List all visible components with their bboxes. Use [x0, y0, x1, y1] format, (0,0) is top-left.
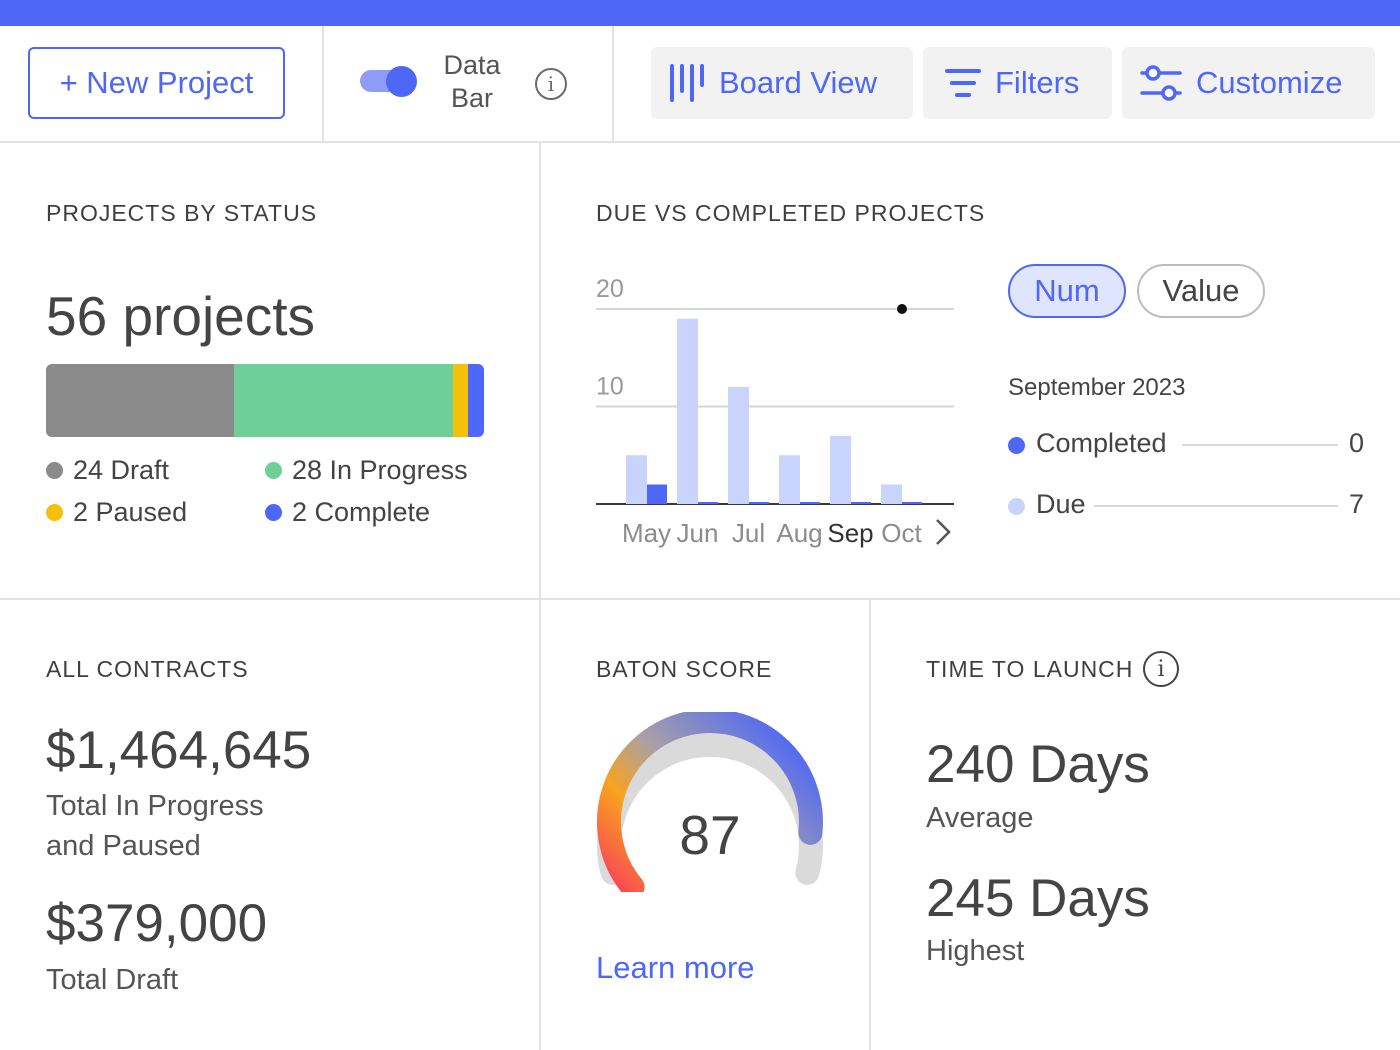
due-bar[interactable]	[881, 484, 902, 505]
toolbar-divider	[612, 26, 614, 141]
due-value: 7	[1348, 489, 1364, 519]
board-view-icon	[670, 64, 704, 102]
data-bar-label-line2: Bar	[450, 83, 494, 113]
completed-bar[interactable]	[647, 484, 667, 505]
due-completed-chart[interactable]: 10 20 May Jun Jul Aug Sep Oct	[590, 260, 970, 560]
y-tick-label: 10	[596, 373, 624, 401]
info-icon[interactable]: i	[535, 68, 567, 100]
x-tick-label: Jul	[732, 518, 765, 548]
legend-draft: 24 Draft	[46, 455, 169, 486]
due-vs-completed-title: DUE VS COMPLETED PROJECTS	[596, 200, 986, 226]
launch-highest-value: 245 Days	[926, 869, 1150, 928]
desc-line: Total In Progress	[46, 790, 264, 822]
customize-label: Customize	[1196, 65, 1343, 100]
panel-divider	[539, 143, 541, 1050]
info-icon[interactable]: i	[1143, 651, 1179, 687]
desc-line: and Paused	[46, 830, 201, 862]
baton-score-value: 87	[679, 804, 740, 866]
toolbar-divider	[322, 26, 324, 141]
leader-line	[1182, 444, 1338, 446]
contracts-amount-draft: $379,000	[46, 894, 268, 953]
panel-divider	[0, 598, 1400, 600]
legend-in-progress: 28 In Progress	[265, 455, 468, 486]
launch-highest-label: Highest	[926, 935, 1025, 967]
completed-row: Completed 0	[1008, 428, 1368, 462]
hover-marker	[897, 304, 907, 314]
contracts-desc-draft: Total Draft	[46, 964, 179, 996]
due-row: Due 7	[1008, 489, 1368, 523]
paused-dot-icon	[46, 504, 63, 521]
legend-draft-label: 24 Draft	[73, 455, 170, 485]
baton-score-gauge: 87	[597, 712, 823, 892]
time-to-launch-title: TIME TO LAUNCH	[926, 656, 1134, 682]
customize-button[interactable]: Customize	[1122, 47, 1375, 119]
leader-line	[1094, 505, 1338, 507]
x-tick-label: Aug	[776, 518, 822, 548]
due-bar[interactable]	[779, 455, 800, 504]
board-view-label: Board View	[719, 65, 877, 100]
completed-bar[interactable]	[800, 502, 820, 504]
all-contracts-title: ALL CONTRACTS	[46, 656, 249, 682]
due-bar[interactable]	[830, 435, 851, 504]
top-accent-bar	[0, 0, 1400, 26]
toolbar: + New Project Data Bar i Board View Filt…	[0, 26, 1400, 143]
due-bar[interactable]	[626, 455, 647, 504]
due-label: Due	[1036, 489, 1086, 519]
legend-complete: 2 Complete	[265, 497, 430, 528]
data-bar-label: Data Bar	[430, 49, 514, 115]
filters-label: Filters	[995, 65, 1080, 100]
new-project-button[interactable]: + New Project	[28, 47, 285, 119]
baton-score-title: BATON SCORE	[596, 656, 773, 682]
data-bar-label-line1: Data	[443, 50, 501, 80]
completed-dot-icon	[1008, 437, 1025, 454]
status-segment-draft	[46, 364, 234, 437]
completed-label: Completed	[1036, 428, 1167, 458]
completed-bar[interactable]	[698, 502, 718, 504]
due-dot-icon	[1008, 498, 1025, 515]
x-tick-label: Oct	[881, 518, 922, 548]
y-tick-label: 20	[596, 275, 624, 303]
status-stacked-bar	[46, 364, 484, 437]
selected-period: September 2023	[1008, 374, 1186, 401]
completed-bar[interactable]	[902, 502, 922, 504]
sliders-icon	[1140, 65, 1182, 101]
value-toggle-button[interactable]: Value	[1137, 264, 1265, 318]
learn-more-link[interactable]: Learn more	[596, 950, 755, 985]
gauge-value-arc	[597, 712, 823, 892]
legend-paused: 2 Paused	[46, 497, 187, 528]
status-segment-in-progress	[233, 364, 453, 437]
status-segment-paused	[452, 364, 469, 437]
launch-average-value: 240 Days	[926, 735, 1150, 794]
x-tick-label: Jun	[677, 518, 719, 548]
board-view-button[interactable]: Board View	[651, 47, 913, 119]
launch-average-label: Average	[926, 802, 1034, 834]
completed-bar[interactable]	[851, 502, 871, 504]
projects-total: 56 projects	[46, 285, 316, 347]
legend-paused-label: 2 Paused	[73, 497, 188, 527]
draft-dot-icon	[46, 462, 63, 479]
completed-bar[interactable]	[749, 502, 769, 504]
in-progress-dot-icon	[265, 462, 282, 479]
due-bar[interactable]	[677, 318, 698, 504]
completed-value: 0	[1348, 428, 1364, 458]
projects-by-status-title: PROJECTS BY STATUS	[46, 200, 318, 226]
chevron-right-icon[interactable]	[936, 519, 951, 545]
x-tick-label: May	[622, 518, 671, 548]
panel-divider	[869, 600, 871, 1050]
toggle-knob	[386, 66, 417, 97]
complete-dot-icon	[265, 504, 282, 521]
legend-complete-label: 2 Complete	[292, 497, 431, 527]
filter-icon	[945, 69, 981, 97]
status-segment-complete	[468, 364, 484, 437]
legend-in-progress-label: 28 In Progress	[292, 455, 468, 485]
due-bar[interactable]	[728, 387, 749, 504]
filters-button[interactable]: Filters	[923, 47, 1112, 119]
contracts-desc-in-progress: Total In Progress and Paused	[46, 786, 264, 866]
num-toggle-button[interactable]: Num	[1008, 264, 1126, 318]
contracts-amount-in-progress: $1,464,645	[46, 721, 312, 780]
x-tick-label: Sep	[827, 518, 873, 548]
data-bar-toggle[interactable]	[360, 66, 417, 97]
